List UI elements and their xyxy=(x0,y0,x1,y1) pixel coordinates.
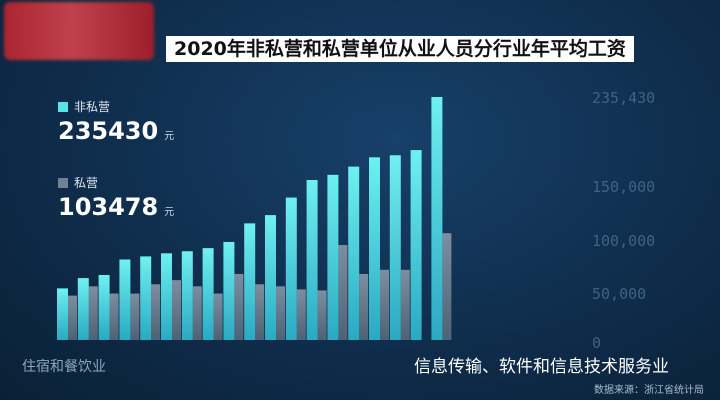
bar-non-private-4 xyxy=(119,259,131,340)
bar-private-9 xyxy=(234,273,244,340)
bar-private-14 xyxy=(338,245,348,340)
bar-private-8 xyxy=(213,293,223,340)
bar-non-private-15 xyxy=(348,166,360,340)
legend-swatch-private xyxy=(58,177,68,188)
bar-non-private-7 xyxy=(181,251,193,340)
bar-private-13 xyxy=(317,290,327,340)
bar-non-private-14 xyxy=(327,174,339,340)
y-tick-label-5: 0 xyxy=(592,334,601,352)
bar-private-12 xyxy=(296,289,306,340)
bar-private-10 xyxy=(255,284,265,340)
y-tick-label-1: 235,430 xyxy=(592,89,655,107)
category-label-last: 信息传输、软件和信息技术服务业 xyxy=(414,357,669,377)
legend-unit-private: 元 xyxy=(164,207,175,218)
bar-non-private-13 xyxy=(306,180,318,340)
legend-private: 私营 103478 元 xyxy=(58,172,174,221)
chart-title: 2020年非私营和私营单位从业人员分行业年平均工资 xyxy=(166,36,634,62)
bar-private-15 xyxy=(359,273,369,340)
bar-non-private-16 xyxy=(369,157,380,340)
bar-non-private-18 xyxy=(410,150,422,340)
bar-non-private-8 xyxy=(202,248,214,340)
bar-non-private-9 xyxy=(223,241,235,340)
bar-non-private-1 xyxy=(57,288,68,340)
bar-private-1 xyxy=(68,295,77,340)
bar-private-19 xyxy=(442,233,452,340)
bar-non-private-6 xyxy=(161,253,172,340)
data-source: 数据来源：浙江省统计局 xyxy=(594,385,704,396)
bar-non-private-10 xyxy=(244,223,256,340)
bar-private-17 xyxy=(400,269,410,340)
bar-non-private-11 xyxy=(265,215,276,340)
bar-private-3 xyxy=(109,293,119,340)
bar-private-7 xyxy=(192,286,202,340)
y-tick-label-4: 50,000 xyxy=(592,285,646,303)
bar-private-5 xyxy=(151,284,161,340)
bar-non-private-2 xyxy=(77,278,89,340)
bar-non-private-12 xyxy=(285,197,297,340)
bar-non-private-5 xyxy=(140,256,152,340)
bar-private-6 xyxy=(172,280,181,340)
category-label-first: 住宿和餐饮业 xyxy=(22,359,106,375)
bar-non-private-19 xyxy=(431,97,443,340)
y-tick-label-2: 150,000 xyxy=(592,178,655,196)
bar-private-2 xyxy=(88,286,98,340)
legend-unit-non-private: 元 xyxy=(164,131,175,142)
bar-non-private-17 xyxy=(389,155,401,340)
bar-private-11 xyxy=(276,286,285,340)
y-tick-label-3: 100,000 xyxy=(592,232,655,250)
bar-private-4 xyxy=(130,293,140,340)
legend-swatch-non-private xyxy=(58,101,68,112)
brand-logo xyxy=(4,2,154,60)
legend-value-private: 103478 元 xyxy=(58,193,174,221)
legend-non-private: 非私营 235430 元 xyxy=(58,96,174,145)
legend-value-text-non-private: 235430 xyxy=(58,117,159,145)
legend-value-non-private: 235430 元 xyxy=(58,117,174,145)
legend-value-text-private: 103478 xyxy=(58,193,159,221)
bar-private-16 xyxy=(380,269,389,340)
legend-label-private: 私营 xyxy=(74,176,99,190)
legend-label-non-private: 非私营 xyxy=(74,100,111,114)
bar-non-private-3 xyxy=(98,274,110,340)
